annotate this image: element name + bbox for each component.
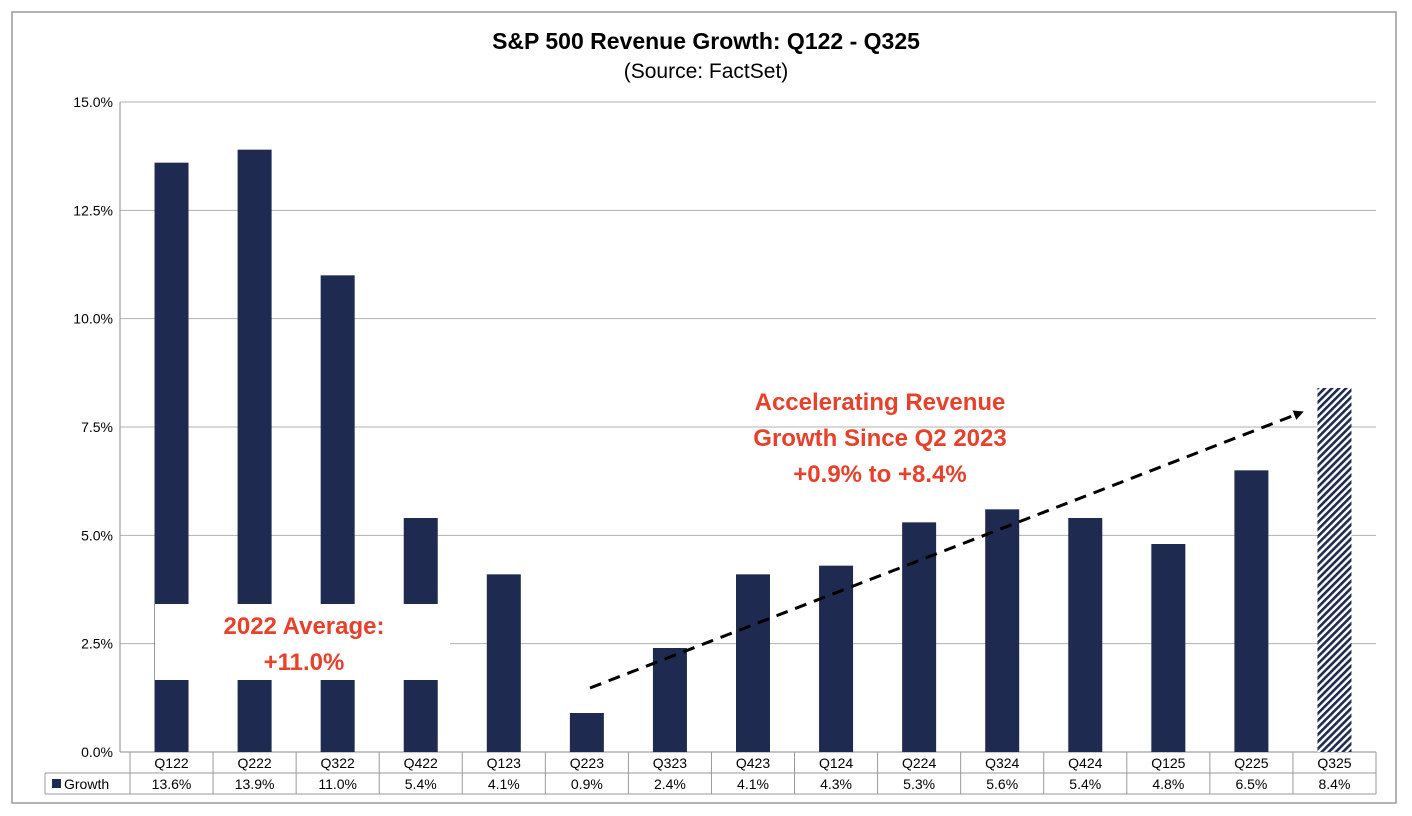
bar-q323 [652,648,687,752]
y-tick-label: 15.0% [73,94,113,110]
chart-title: S&P 500 Revenue Growth: Q122 - Q325 [492,28,920,54]
data-label: 11.0% [318,776,357,792]
x-tick-label: Q222 [237,755,271,771]
bar-q325 [1317,388,1352,752]
data-label: 4.1% [488,776,520,792]
chart-border [11,11,1397,804]
y-tick-label: 10.0% [73,311,113,327]
bar-q224 [902,522,937,752]
y-tick-label: 7.5% [81,419,113,435]
x-tick-label: Q324 [985,755,1019,771]
data-label: 13.6% [152,776,192,792]
data-label: 13.9% [235,776,275,792]
avg-annotation-line2: +11.0% [264,649,345,676]
x-tick-label: Q123 [487,755,521,771]
trend-annotation-line3: +0.9% to +8.4% [793,461,966,488]
x-tick-label: Q125 [1151,755,1185,771]
y-tick-label: 12.5% [73,202,113,218]
bar-q225 [1234,470,1269,752]
data-label: 2.4% [654,776,686,792]
x-tick-label: Q122 [154,755,188,771]
y-tick-label: 0.0% [81,744,113,760]
bar-q223 [569,713,604,752]
x-tick-label: Q322 [321,755,355,771]
y-tick-label: 5.0% [81,527,113,543]
legend-label: Growth [64,776,109,792]
data-label: 5.4% [1069,776,1101,792]
bar-q322 [320,275,355,752]
x-tick-label: Q224 [902,755,936,771]
data-label: 4.1% [737,776,769,792]
x-tick-label: Q422 [404,755,438,771]
bar-q125 [1151,544,1186,752]
trend-arrow [589,410,1304,690]
legend-swatch [52,779,61,788]
bar-q324 [985,509,1020,752]
data-label: 4.3% [820,776,852,792]
bar-q424 [1068,518,1103,752]
x-tick-label: Q223 [570,755,604,771]
data-label: 5.4% [405,776,437,792]
data-label: 5.6% [986,776,1018,792]
trend-annotation-line1: Accelerating Revenue [755,389,1006,416]
x-tick-label: Q323 [653,755,687,771]
data-label: 0.9% [571,776,603,792]
bar-q423 [736,574,770,752]
bar-q123 [486,574,521,752]
data-label: 5.3% [903,776,935,792]
y-tick-label: 2.5% [81,636,113,652]
data-label: 4.8% [1152,776,1184,792]
x-tick-label: Q225 [1234,755,1268,771]
data-label: 8.4% [1319,776,1351,792]
x-tick-label: Q124 [819,755,853,771]
data-label: 6.5% [1235,776,1267,792]
x-tick-label: Q424 [1068,755,1102,771]
annotation-background [155,604,450,680]
trend-annotation-line2: Growth Since Q2 2023 [753,425,1006,452]
x-tick-label: Q325 [1317,755,1351,771]
avg-annotation-line1: 2022 Average: [224,613,385,640]
chart-subtitle: (Source: FactSet) [624,60,789,83]
x-tick-label: Q423 [736,755,770,771]
